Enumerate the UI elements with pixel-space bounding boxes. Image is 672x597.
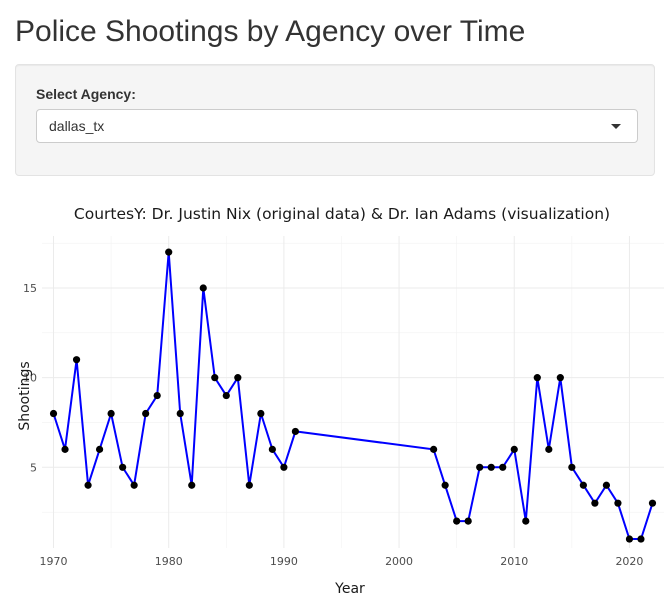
data-point <box>49 409 58 418</box>
data-points <box>49 248 657 543</box>
axis-ticks: 1970 1980 1990 2000 2010 2020 5 10 15 <box>23 282 643 568</box>
y-axis-title: Shootings <box>17 361 33 430</box>
chart-svg: CourtesY: Dr. Justin Nix (original data)… <box>17 205 664 597</box>
x-tick-label: 1990 <box>270 555 298 568</box>
data-point <box>625 535 634 543</box>
x-tick-label: 2010 <box>500 555 528 568</box>
data-point <box>245 481 253 489</box>
data-point <box>268 445 276 453</box>
y-tick-label: 15 <box>23 282 37 295</box>
agency-select[interactable]: dallas_tx <box>36 109 638 143</box>
data-point <box>499 463 507 471</box>
data-point <box>579 481 587 489</box>
data-point <box>291 427 300 436</box>
data-point <box>476 463 484 471</box>
chevron-down-icon[interactable] <box>611 124 621 129</box>
data-point <box>430 445 438 453</box>
y-tick-label: 10 <box>23 372 37 385</box>
x-tick-label: 2000 <box>385 555 413 568</box>
data-point <box>648 499 657 507</box>
data-point <box>130 481 138 489</box>
data-point <box>510 445 518 453</box>
data-point <box>280 463 288 471</box>
data-point <box>107 409 115 418</box>
data-point <box>453 517 461 525</box>
x-axis-title: Year <box>334 581 365 597</box>
data-point <box>153 391 161 400</box>
agency-select-value: dallas_tx <box>49 118 105 134</box>
agency-select-label: Select Agency: <box>36 86 136 102</box>
data-point <box>142 409 150 418</box>
data-point <box>614 499 622 507</box>
data-point <box>188 481 196 489</box>
data-point <box>545 445 553 453</box>
control-panel: Select Agency: dallas_tx <box>15 64 655 176</box>
x-tick-label: 2020 <box>615 555 643 568</box>
y-tick-label: 5 <box>30 461 37 474</box>
data-point <box>487 463 495 471</box>
chart-title: CourtesY: Dr. Justin Nix (original data)… <box>74 205 610 223</box>
data-point <box>533 374 541 382</box>
data-point <box>234 374 242 382</box>
page-title: Police Shootings by Agency over Time <box>15 15 526 48</box>
data-point <box>637 535 645 543</box>
data-point <box>199 284 207 292</box>
grid <box>42 236 664 548</box>
data-point <box>211 374 219 382</box>
data-point <box>61 445 69 453</box>
x-tick-label: 1970 <box>40 555 68 568</box>
shootings-chart: CourtesY: Dr. Justin Nix (original data)… <box>0 190 672 597</box>
data-point <box>72 356 81 364</box>
data-point <box>95 445 104 453</box>
data-point <box>84 481 92 489</box>
data-point <box>441 481 449 489</box>
data-point <box>591 499 599 507</box>
data-point <box>568 463 576 471</box>
data-point <box>257 409 265 418</box>
data-point <box>222 391 230 400</box>
data-point <box>119 463 127 471</box>
data-point <box>522 517 530 525</box>
data-point <box>165 248 173 256</box>
series-line <box>52 252 654 540</box>
data-point <box>556 374 564 382</box>
data-point <box>464 517 472 525</box>
data-point <box>602 481 611 489</box>
data-point <box>176 409 184 418</box>
x-tick-label: 1980 <box>155 555 183 568</box>
